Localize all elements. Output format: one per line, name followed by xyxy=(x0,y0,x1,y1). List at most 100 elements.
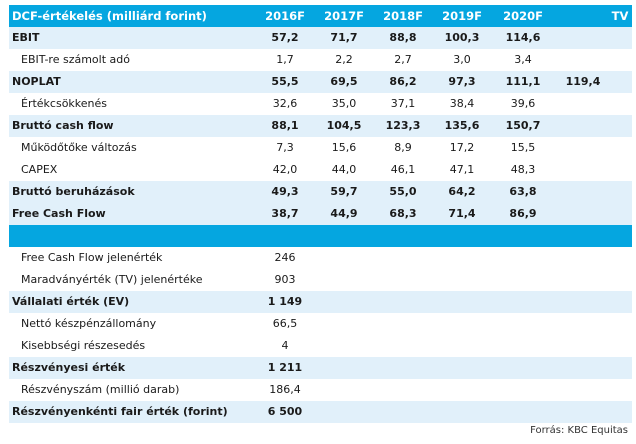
row-value: 44,0 xyxy=(331,163,357,176)
row-label: Nettó készpénzállomány xyxy=(21,317,157,330)
valuation-rows: Free Cash Flow jelenérték 246 Maradványért… xyxy=(9,247,632,423)
dcf-rows: EBIT 57,2 71,7 88,8 100,3 114,6 EBIT-re számol… xyxy=(9,27,632,225)
row-value: 104,5 xyxy=(326,119,362,132)
row-value: 48,3 xyxy=(510,163,536,176)
row-value: 8,9 xyxy=(394,141,412,154)
row-label: Vállalati érték (EV) xyxy=(12,295,130,308)
row-label: EBIT xyxy=(12,31,40,44)
row-label: Értékcsökkenés xyxy=(21,97,108,110)
row-value: 119,4 xyxy=(565,75,601,88)
valuation-row: Free Cash Flow jelenérték 246 xyxy=(9,247,632,269)
row-value: 903 xyxy=(274,273,296,286)
row-value: 57,2 xyxy=(271,31,299,44)
row-value: 42,0 xyxy=(272,163,298,176)
row-value: 71,4 xyxy=(448,207,476,220)
row-value: 88,1 xyxy=(271,119,299,132)
table-row: Bruttó cash flow 88,1 104,5 123,3 135,6 150,7 xyxy=(9,115,632,137)
column-header: 2017F xyxy=(324,9,364,23)
column-header: TV xyxy=(611,9,629,23)
row-value: 47,1 xyxy=(449,163,475,176)
table-row: EBIT-re számolt adó 1,7 2,2 2,7 3,0 3,4 xyxy=(9,49,632,71)
row-label: Részvényenkénti fair érték (forint) xyxy=(12,405,228,418)
row-label: Kisebbségi részesedés xyxy=(21,339,146,352)
row-value: 15,5 xyxy=(510,141,536,154)
row-value: 88,8 xyxy=(389,31,417,44)
row-value: 100,3 xyxy=(444,31,480,44)
row-value: 7,3 xyxy=(276,141,294,154)
row-value: 63,8 xyxy=(509,185,537,198)
column-header: 2018F xyxy=(383,9,423,23)
row-value: 2,7 xyxy=(394,53,412,66)
row-value: 55,0 xyxy=(389,185,417,198)
row-value: 111,1 xyxy=(505,75,541,88)
row-label: Maradványérték (TV) jelenértéke xyxy=(21,273,203,286)
row-label: EBIT-re számolt adó xyxy=(21,53,130,66)
row-value: 66,5 xyxy=(272,317,298,330)
row-value: 64,2 xyxy=(448,185,476,198)
valuation-row: Nettó készpénzállomány 66,5 xyxy=(9,313,632,335)
row-value: 38,7 xyxy=(271,207,299,220)
row-label: Bruttó beruházások xyxy=(12,185,135,198)
row-label: Részvényesi érték xyxy=(12,361,126,374)
table-row: Free Cash Flow 38,7 44,9 68,3 71,4 86,9 xyxy=(9,203,632,225)
row-value: 2,2 xyxy=(335,53,353,66)
row-label: Free Cash Flow xyxy=(12,207,106,220)
table-row: EBIT 57,2 71,7 88,8 100,3 114,6 xyxy=(9,27,632,49)
source-note: Forrás: KBC Equitas xyxy=(530,425,628,436)
row-value: 15,6 xyxy=(331,141,357,154)
row-value: 3,0 xyxy=(453,53,471,66)
row-label: Bruttó cash flow xyxy=(12,119,114,132)
row-value: 35,0 xyxy=(331,97,357,110)
row-value: 38,4 xyxy=(449,97,475,110)
column-header: 2016F xyxy=(265,9,305,23)
valuation-row: Kisebbségi részesedés 4 xyxy=(9,335,632,357)
row-label: Működőtőke változás xyxy=(21,141,137,154)
table-row: Működőtőke változás 7,3 15,6 8,9 17,2 15,5 xyxy=(9,137,632,159)
row-value: 135,6 xyxy=(444,119,480,132)
column-header: 2020F xyxy=(503,9,543,23)
row-value: 86,9 xyxy=(509,207,537,220)
valuation-row: Maradványérték (TV) jelenértéke 903 xyxy=(9,269,632,291)
row-label: NOPLAT xyxy=(12,75,61,88)
row-label: Részvényszám (millió darab) xyxy=(21,383,180,396)
row-value: 6 500 xyxy=(267,405,303,418)
row-label: Free Cash Flow jelenérték xyxy=(21,251,163,264)
row-label: CAPEX xyxy=(21,163,58,176)
row-value: 17,2 xyxy=(449,141,475,154)
row-value: 44,9 xyxy=(330,207,358,220)
row-value: 114,6 xyxy=(505,31,541,44)
column-header: 2019F xyxy=(442,9,482,23)
row-value: 123,3 xyxy=(385,119,421,132)
row-value: 3,4 xyxy=(514,53,532,66)
row-value: 39,6 xyxy=(510,97,536,110)
table-header: DCF-értékelés (milliárd forint) 2016F 20… xyxy=(9,5,632,27)
row-value: 68,3 xyxy=(389,207,417,220)
row-value: 46,1 xyxy=(390,163,416,176)
dcf-table: DCF-értékelés (milliárd forint) 2016F 20… xyxy=(9,5,632,423)
row-value: 69,5 xyxy=(330,75,358,88)
row-value: 246 xyxy=(274,251,296,264)
row-value: 1 211 xyxy=(267,361,303,374)
valuation-row: Részvényesi érték 1 211 xyxy=(9,357,632,379)
row-value: 71,7 xyxy=(330,31,358,44)
table-row: Értékcsökkenés 32,6 35,0 37,1 38,4 39,6 xyxy=(9,93,632,115)
table-title: DCF-értékelés (milliárd forint) xyxy=(12,9,207,23)
row-value: 32,6 xyxy=(272,97,298,110)
valuation-row: Részvényenkénti fair érték (forint) 6 500 xyxy=(9,401,632,423)
table-row: Bruttó beruházások 49,3 59,7 55,0 64,2 63,8 xyxy=(9,181,632,203)
row-value: 4 xyxy=(281,339,289,352)
table-row: CAPEX 42,0 44,0 46,1 47,1 48,3 xyxy=(9,159,632,181)
row-value: 86,2 xyxy=(389,75,417,88)
row-value: 97,3 xyxy=(448,75,476,88)
row-value: 186,4 xyxy=(269,383,301,396)
valuation-row: Részvényszám (millió darab) 186,4 xyxy=(9,379,632,401)
table-row: NOPLAT 55,5 69,5 86,2 97,3 111,1 119,4 xyxy=(9,71,632,93)
row-value: 59,7 xyxy=(330,185,358,198)
row-value: 1 149 xyxy=(267,295,303,308)
valuation-row: Vállalati érték (EV) 1 149 xyxy=(9,291,632,313)
row-value: 37,1 xyxy=(390,97,416,110)
section-divider xyxy=(9,225,632,247)
row-value: 55,5 xyxy=(271,75,299,88)
row-value: 49,3 xyxy=(271,185,299,198)
row-value: 1,7 xyxy=(276,53,294,66)
